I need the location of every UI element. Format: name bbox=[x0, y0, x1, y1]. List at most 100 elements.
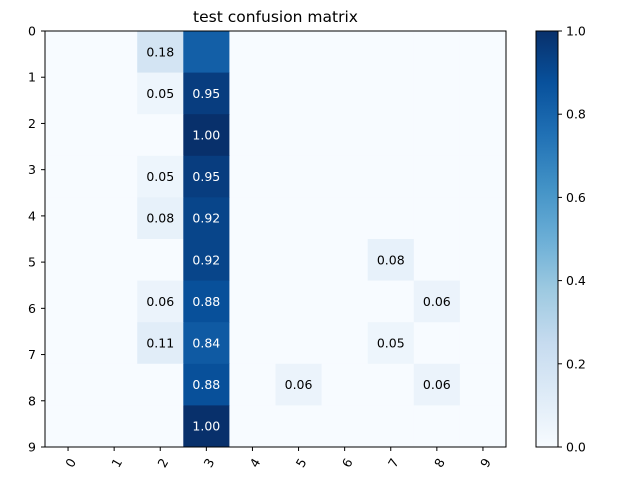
heatmap-cell-r7-c5 bbox=[275, 322, 323, 365]
x-tick-label-9: 9 bbox=[477, 456, 494, 470]
cell-label-r6-c8: 0.06 bbox=[423, 294, 451, 309]
cell-label-r3-c3: 0.95 bbox=[192, 169, 220, 184]
heatmap-cell-r1-c0 bbox=[45, 72, 92, 115]
heatmap-cell-r3-c5 bbox=[275, 155, 323, 198]
heatmap-cell-r3-c1 bbox=[91, 155, 138, 198]
cell-label-r9-c3: 1.00 bbox=[192, 419, 220, 434]
cell-label-r5-c7: 0.08 bbox=[377, 252, 405, 267]
heatmap-cell-r1-c3 bbox=[183, 72, 230, 115]
colorbar-tick-label-5: 1.0 bbox=[566, 24, 586, 39]
colorbar-tick-label-2: 0.4 bbox=[566, 273, 586, 288]
x-tick-label-3: 3 bbox=[200, 456, 217, 470]
y-tick-label-0: 0 bbox=[28, 24, 36, 39]
cell-label-r3-c2: 0.05 bbox=[146, 169, 174, 184]
heatmap-cell-r8-c9 bbox=[459, 363, 507, 406]
heatmap-cell-r8-c5 bbox=[275, 363, 323, 406]
heatmap-cell-r5-c2 bbox=[137, 239, 184, 282]
heatmap-cell-r3-c0 bbox=[45, 155, 92, 198]
plot-frame bbox=[44, 30, 507, 448]
heatmap-cell-r4-c5 bbox=[275, 197, 323, 240]
y-tick-label-8: 8 bbox=[28, 393, 36, 408]
colorbar-tick-label-1: 0.2 bbox=[566, 356, 586, 371]
heatmap-cell-r6-c5 bbox=[275, 280, 323, 323]
x-tick-label-8: 8 bbox=[431, 456, 448, 470]
heatmap-cell-r0-c9 bbox=[459, 31, 507, 74]
heatmap-cell-r5-c9 bbox=[459, 239, 507, 282]
heatmap-cell-r8-c8 bbox=[413, 363, 461, 406]
cell-label-r7-c2: 0.11 bbox=[146, 336, 174, 351]
heatmap-cell-r6-c0 bbox=[45, 280, 92, 323]
y-tick-label-9: 9 bbox=[28, 440, 36, 455]
heatmap-cell-r1-c7 bbox=[367, 72, 415, 115]
heatmap-cell-r4-c9 bbox=[459, 197, 507, 240]
heatmap-cell-r9-c8 bbox=[413, 405, 461, 448]
heatmap-cell-r5-c0 bbox=[45, 239, 92, 282]
heatmap-cell-r2-c0 bbox=[45, 114, 92, 157]
cell-label-r8-c5: 0.06 bbox=[285, 377, 313, 392]
heatmap-cell-r0-c5 bbox=[275, 31, 323, 74]
heatmap-cells bbox=[45, 31, 507, 448]
heatmap-cell-r8-c7 bbox=[367, 363, 415, 406]
y-tick-label-6: 6 bbox=[28, 301, 36, 316]
heatmap-cell-r6-c2 bbox=[137, 280, 184, 323]
cell-label-r7-c3: 0.84 bbox=[192, 336, 220, 351]
heatmap-cell-r0-c8 bbox=[413, 31, 461, 74]
heatmap-cell-r1-c1 bbox=[91, 72, 138, 115]
heatmap-cell-r7-c4 bbox=[229, 322, 276, 365]
heatmap-cell-r7-c3 bbox=[183, 322, 230, 365]
x-tick-label-4: 4 bbox=[247, 456, 264, 470]
y-tick-label-2: 2 bbox=[28, 116, 36, 131]
heatmap-cell-r2-c6 bbox=[321, 114, 369, 157]
heatmap-cell-r7-c9 bbox=[459, 322, 507, 365]
heatmap-cell-r0-c7 bbox=[367, 31, 415, 74]
heatmap-cell-r2-c3 bbox=[183, 114, 230, 157]
cell-label-r7-c7: 0.05 bbox=[377, 336, 405, 351]
heatmap-cell-r9-c6 bbox=[321, 405, 369, 448]
heatmap-cell-r2-c8 bbox=[413, 114, 461, 157]
heatmap-cell-r9-c7 bbox=[367, 405, 415, 448]
y-tick-label-3: 3 bbox=[28, 162, 36, 177]
x-tick-label-5: 5 bbox=[293, 456, 310, 470]
colorbar-ticks: 0.0 0.2 0.4 0.6 0.8 1.0 bbox=[558, 24, 586, 455]
heatmap-cell-r9-c5 bbox=[275, 405, 323, 448]
cell-label-r8-c8: 0.06 bbox=[423, 377, 451, 392]
heatmap-cell-r2-c7 bbox=[367, 114, 415, 157]
cell-label-r4-c3: 0.92 bbox=[192, 211, 220, 226]
heatmap-cell-r8-c0 bbox=[45, 363, 92, 406]
heatmap-cell-r3-c9 bbox=[459, 155, 507, 198]
heatmap-cell-r7-c2 bbox=[137, 322, 184, 365]
heatmap-cell-r4-c4 bbox=[229, 197, 276, 240]
heatmap-cell-r7-c7 bbox=[367, 322, 415, 365]
colorbar-tick-label-3: 0.6 bbox=[566, 190, 586, 205]
heatmap-cell-r4-c2 bbox=[137, 197, 184, 240]
heatmap-cell-r3-c8 bbox=[413, 155, 461, 198]
cell-label-r6-c3: 0.88 bbox=[192, 294, 220, 309]
heatmap-cell-r1-c6 bbox=[321, 72, 369, 115]
heatmap-cell-r4-c0 bbox=[45, 197, 92, 240]
heatmap-cell-r0-c6 bbox=[321, 31, 369, 74]
colorbar bbox=[535, 30, 559, 448]
heatmap-cell-r5-c7 bbox=[367, 239, 415, 282]
heatmap-cell-labels: 0.18 0.05 0.95 1.00 0.05 0.95 0.08 0.92 0.92 0.08… bbox=[146, 44, 450, 433]
heatmap-cell-r6-c7 bbox=[367, 280, 415, 323]
heatmap-cell-r0-c3 bbox=[183, 31, 230, 74]
chart-title: test confusion matrix bbox=[193, 8, 358, 26]
heatmap-cell-r5-c1 bbox=[91, 239, 138, 282]
heatmap-cell-r4-c6 bbox=[321, 197, 369, 240]
heatmap-cell-r7-c0 bbox=[45, 322, 92, 365]
heatmap-cell-r3-c6 bbox=[321, 155, 369, 198]
heatmap-cell-r2-c1 bbox=[91, 114, 138, 157]
heatmap-cell-r9-c1 bbox=[91, 405, 138, 448]
heatmap-cell-r9-c2 bbox=[137, 405, 184, 448]
heatmap-cell-r2-c4 bbox=[229, 114, 276, 157]
heatmap-cell-r1-c9 bbox=[459, 72, 507, 115]
x-tick-label-1: 1 bbox=[108, 456, 125, 470]
heatmap-cell-r7-c8 bbox=[413, 322, 461, 365]
heatmap-cell-r4-c7 bbox=[367, 197, 415, 240]
heatmap-cell-r0-c2 bbox=[137, 31, 184, 74]
heatmap-cell-r8-c1 bbox=[91, 363, 138, 406]
colorbar-tick-label-4: 0.8 bbox=[566, 107, 586, 122]
heatmap-cell-r2-c2 bbox=[137, 114, 184, 157]
